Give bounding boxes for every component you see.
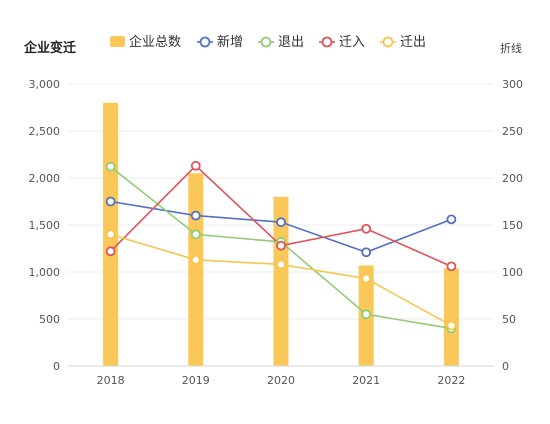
legend-marker [321,36,333,48]
line-point-1-2018[interactable] [105,161,116,172]
legend-marker [382,36,394,48]
right-axis-name: 折线 [500,41,522,55]
legend[interactable]: 企业总数 新增 退出 迁入 迁出 [110,34,426,50]
legend-label: 企业总数 [129,34,181,50]
line-point-0-2019[interactable] [190,210,201,221]
right-axis-tick-label: 200 [502,172,523,185]
left-axis-tick-label: 0 [53,360,60,373]
legend-label: 退出 [278,35,304,50]
x-axis-tick-label: 2020 [267,374,295,387]
bar-2022[interactable] [443,268,459,366]
line-point-3-2018[interactable] [105,229,116,240]
left-axis-tick-label: 1,000 [29,266,61,279]
left-axis-tick-label: 3,000 [29,78,61,91]
line-layer [105,160,457,334]
line-point-0-2021[interactable] [361,247,372,258]
line-point-1-2019[interactable] [190,229,201,240]
line-point-3-2019[interactable] [190,254,201,265]
legend-label: 迁入 [339,35,365,50]
left-axis-tick-label: 2,500 [29,125,61,138]
axis-layer: 0 0 500 50 1,000 100 1,500 150 2,000 200 2,500 250 3… [29,78,524,387]
x-axis-tick-label: 2018 [97,374,125,387]
left-axis-tick-label: 500 [39,313,60,326]
legend-label: 新增 [217,34,243,50]
legend-item-3[interactable]: 迁出 [380,35,426,50]
x-axis-tick-label: 2021 [352,374,380,387]
bar-layer [103,102,459,367]
right-axis-tick-label: 250 [502,125,523,138]
legend-marker [260,36,272,48]
left-axis-tick-label: 1,500 [29,219,61,232]
right-axis-tick-label: 0 [502,360,509,373]
legend-swatch [110,36,125,47]
legend-item-2[interactable]: 迁入 [319,35,365,50]
line-point-0-2020[interactable] [276,217,286,228]
legend-label: 迁出 [400,35,426,50]
right-axis-tick-label: 300 [502,78,523,91]
right-axis-tick-label: 50 [502,313,516,326]
chart-title: 企业变迁 [23,40,76,56]
x-axis-tick-label: 2019 [182,374,210,387]
line-point-1-2021[interactable] [361,309,372,320]
right-axis-tick-label: 100 [502,266,523,279]
line-point-3-2021[interactable] [361,273,372,284]
legend-item-1[interactable]: 退出 [258,35,304,50]
line-point-0-2018[interactable] [105,196,116,207]
line-point-2-2020[interactable] [276,240,286,251]
legend-item-bar[interactable]: 企业总数 [110,34,181,50]
legend-marker [199,36,211,48]
line-point-2-2021[interactable] [361,223,372,234]
line-point-2-2018[interactable] [105,246,116,257]
line-point-0-2022[interactable] [446,214,457,225]
bar-2019[interactable] [188,173,204,366]
line-point-3-2020[interactable] [276,259,286,270]
x-axis-tick-label: 2022 [437,374,465,387]
line-point-2-2022[interactable] [446,261,457,272]
line-point-2-2019[interactable] [190,160,201,171]
legend-item-0[interactable]: 新增 [197,34,243,50]
line-point-3-2022[interactable] [446,320,457,331]
left-axis-tick-label: 2,000 [29,172,61,185]
right-axis-tick-label: 150 [502,219,523,232]
